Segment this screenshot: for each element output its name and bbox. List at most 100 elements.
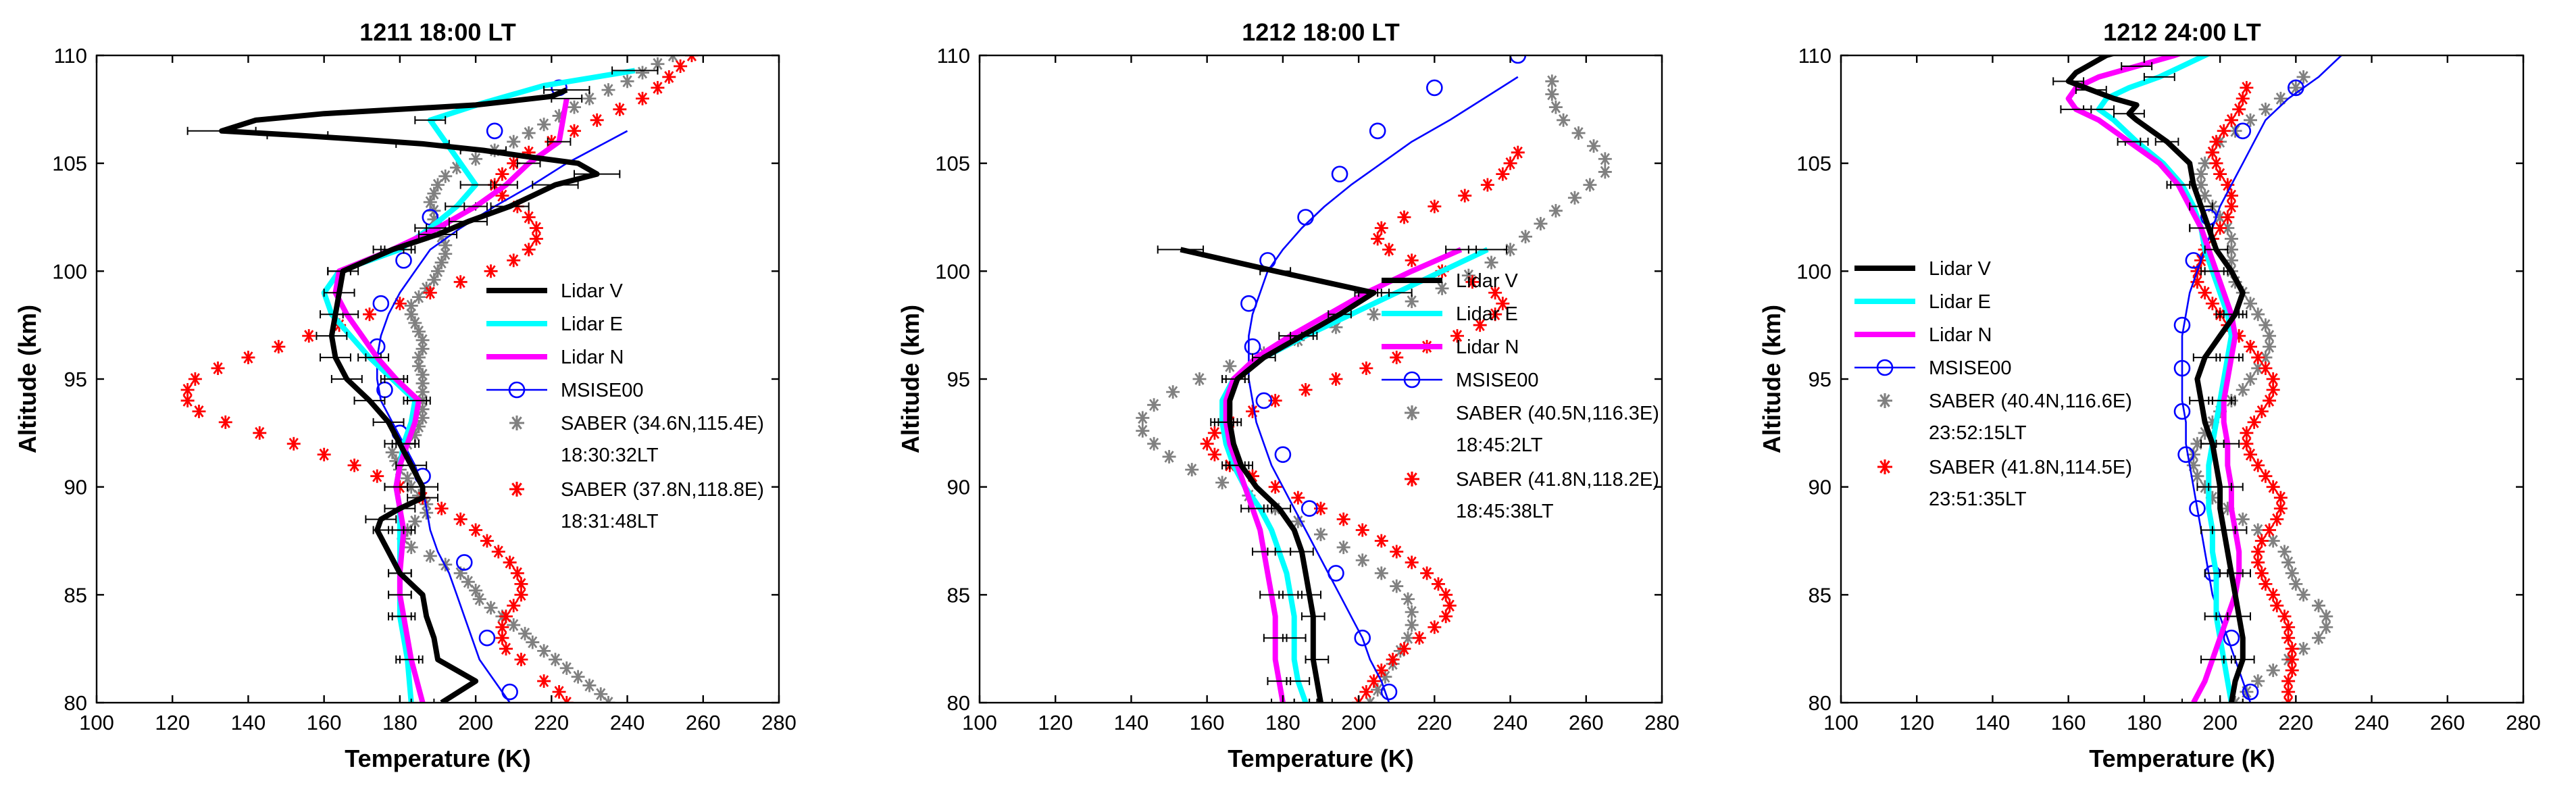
series-saberRed-point xyxy=(1390,351,1404,365)
series-msis-marker xyxy=(1354,629,1371,647)
series-msis-marker xyxy=(455,554,473,571)
series-msis-marker xyxy=(1240,295,1257,312)
series-saberRed-point-d1 xyxy=(1353,697,1360,703)
series-saberGray-point xyxy=(408,514,422,528)
series-lidarV-line xyxy=(2065,55,2246,703)
series-saberRed-point xyxy=(241,351,255,365)
series-msis-marker xyxy=(372,295,390,312)
series-saberRed-point xyxy=(499,609,513,624)
series-saberGray-point xyxy=(2266,534,2280,548)
series-saberRed-point xyxy=(537,674,551,688)
series-saberRed-point-d2 xyxy=(565,697,572,703)
panel-1212-1800: 100 120 140 160 180 200 220 240 260 280 80 85 90 95 10… xyxy=(896,18,1680,772)
series-saberRed-point xyxy=(1374,221,1388,235)
series-saberRed-point xyxy=(347,458,361,472)
series-saberRed-point-d2 xyxy=(699,39,707,50)
x-axis-title: Temperature (K) xyxy=(345,745,530,772)
series-saberGray-point xyxy=(518,626,532,641)
series-msis-marker xyxy=(2185,252,2202,269)
series-saberGray-point xyxy=(1587,139,1600,153)
series-lidarV xyxy=(2052,55,2255,703)
series-saberRed-point xyxy=(552,685,566,699)
series-saberRed-point-d1 xyxy=(561,697,568,703)
y-tick-label: 80 xyxy=(1809,691,1832,715)
series-saberRed xyxy=(180,39,707,703)
series-saberGray-point xyxy=(636,66,649,80)
series-saberGray-point xyxy=(601,83,615,97)
series-saberRed-point xyxy=(514,653,528,667)
series-saberRed-point xyxy=(2240,436,2254,451)
series-saberGray-point xyxy=(385,445,399,459)
series-lidarV-line xyxy=(219,87,600,703)
plot-area xyxy=(180,39,707,703)
series-saberGray-point xyxy=(1401,592,1415,606)
series-saberRed-point xyxy=(1428,620,1442,634)
series-saberGray-point xyxy=(571,670,585,684)
series-saberRed-point xyxy=(2266,480,2280,494)
series-saberGray-point xyxy=(1534,217,1548,231)
y-axis-title: Altitude (km) xyxy=(896,305,924,453)
series-saberRed-point xyxy=(674,59,688,73)
legend-symbol xyxy=(1877,393,1892,408)
series-lidarN-line xyxy=(332,98,570,703)
x-tick-label: 100 xyxy=(79,711,114,734)
series-saberRed-point xyxy=(2232,102,2246,116)
series-saberRed xyxy=(2190,80,2299,703)
legend-label: SABER (41.8N,114.5E) xyxy=(1929,457,2132,478)
series-saberRed-point xyxy=(218,415,232,429)
series-saberGray-point xyxy=(1545,87,1559,101)
x-tick-label: 200 xyxy=(1341,711,1376,734)
series-saberGray-point xyxy=(1405,605,1419,619)
y-tick-label: 110 xyxy=(1798,44,1832,68)
series-saberGray-point xyxy=(1548,100,1563,114)
series-saberRed-point xyxy=(2258,361,2273,376)
series-saberGray-point xyxy=(1583,178,1597,192)
series-saberGray-point xyxy=(526,635,540,649)
series-saberRed-point xyxy=(1355,523,1369,537)
series-saberRed-point xyxy=(2240,80,2254,95)
series-saberRed-point xyxy=(2221,210,2235,224)
series-saberGray-point xyxy=(2194,167,2208,181)
series-saberGray-point xyxy=(423,549,437,563)
series-saberRed-point xyxy=(1412,631,1426,645)
legend-symbol xyxy=(1405,472,1419,486)
y-tick-label: 105 xyxy=(52,152,87,176)
series-saberGray-point xyxy=(537,118,551,132)
series-saberRed-point xyxy=(1428,199,1442,214)
x-tick-label: 280 xyxy=(1644,711,1680,734)
series-msis-line xyxy=(2181,55,2342,703)
series-saberRed-point xyxy=(2263,393,2277,407)
legend-marker xyxy=(508,381,526,399)
legend-item: Lidar N xyxy=(1382,336,1519,358)
series-saberGray-point xyxy=(1147,436,1161,451)
series-saberRed-point xyxy=(1390,545,1404,559)
series-saberRed-point xyxy=(2258,577,2273,591)
legend-symbol xyxy=(509,482,524,497)
series-saberRed-point xyxy=(363,307,376,322)
series-saberGray-point xyxy=(1390,579,1404,593)
series-msis-marker xyxy=(1274,446,1292,463)
series-saberRed-point xyxy=(434,501,449,516)
series-saberGray-point xyxy=(411,290,426,304)
series-saberRed-point xyxy=(1465,275,1480,289)
series-saberGray-point xyxy=(484,601,498,615)
series-saberRed-point xyxy=(1359,685,1373,699)
series-saberRed-point xyxy=(1405,253,1419,268)
legend-label: SABER (41.8N,118.2E) xyxy=(1456,469,1659,491)
series-saberRed-point xyxy=(2251,458,2265,472)
series-saberGray-point xyxy=(431,264,445,278)
series-saberRed-point xyxy=(1386,653,1400,667)
x-tick-label: 120 xyxy=(1038,711,1073,734)
series-saberRed-point xyxy=(1298,382,1313,397)
x-tick-label: 200 xyxy=(2202,711,2238,734)
series-saberRed-point xyxy=(1511,145,1525,159)
legend-item: Lidar E xyxy=(1854,291,1991,313)
series-saberRed-point xyxy=(636,91,649,105)
x-tick-label: 100 xyxy=(962,711,997,734)
panel-title: 1211 18:00 LT xyxy=(359,18,516,46)
series-saberRed-point xyxy=(522,243,536,257)
series-saberGray-point xyxy=(469,583,483,597)
series-saberRed-point xyxy=(393,297,407,311)
series-saberGray-point xyxy=(1484,255,1498,270)
series-saberRed-point xyxy=(2213,221,2227,235)
